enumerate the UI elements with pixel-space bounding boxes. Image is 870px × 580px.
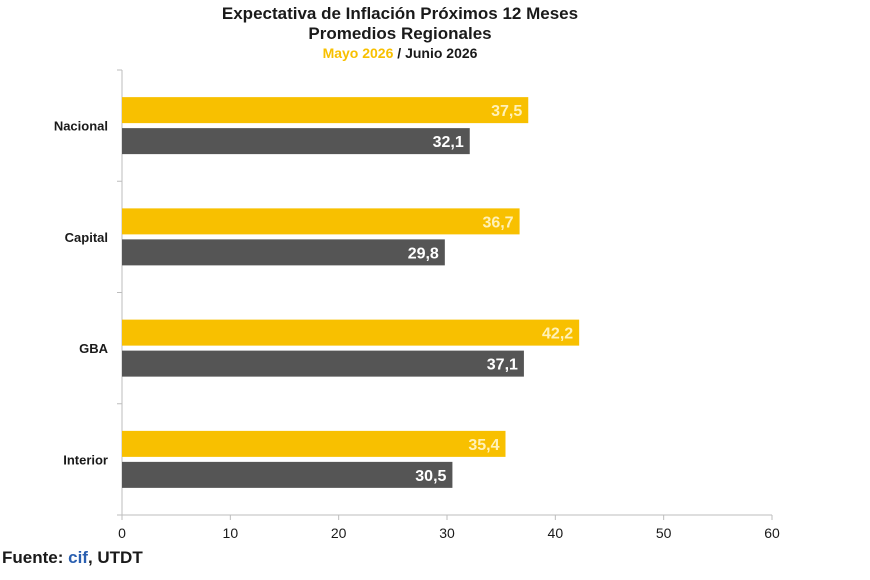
bar <box>122 430 506 457</box>
data-label: 30,5 <box>415 468 446 485</box>
legend-series-2: Junio 2026 <box>405 45 478 61</box>
chart-subtitle: Promedios Regionales <box>308 24 492 43</box>
x-tick-label: 50 <box>656 525 672 541</box>
source-prefix: Fuente: <box>2 548 69 567</box>
legend-separator: / <box>397 45 402 61</box>
bar <box>122 128 470 155</box>
bar <box>122 239 445 266</box>
chart-titles: Expectativa de Inflación Próximos 12 Mes… <box>0 4 800 62</box>
category-label: Nacional <box>54 119 108 134</box>
data-label: 42,2 <box>542 326 573 343</box>
bar <box>122 350 524 377</box>
x-tick-label: 30 <box>439 525 455 541</box>
data-label: 35,4 <box>468 437 499 454</box>
data-label: 36,7 <box>482 214 513 231</box>
data-label: 37,1 <box>487 357 518 374</box>
category-label: GBA <box>79 341 109 356</box>
x-tick-label: 60 <box>764 525 780 541</box>
x-tick-label: 0 <box>118 525 126 541</box>
x-tick-label: 10 <box>223 525 239 541</box>
bar <box>122 208 520 235</box>
source-brand: cif <box>68 548 88 567</box>
bar <box>122 319 580 346</box>
x-tick-label: 40 <box>548 525 564 541</box>
x-tick-label: 20 <box>331 525 347 541</box>
legend-series-1: Mayo 2026 <box>322 45 394 61</box>
source-footer: Fuente: cif, UTDT <box>2 548 143 568</box>
chart-title: Expectativa de Inflación Próximos 12 Mes… <box>221 4 579 23</box>
bar <box>122 461 453 488</box>
data-label: 32,1 <box>433 134 464 151</box>
bar <box>122 97 529 124</box>
legend: Mayo 2026 / Junio 2026 <box>0 44 800 62</box>
data-label: 29,8 <box>408 245 439 262</box>
category-label: Capital <box>65 230 108 245</box>
source-suffix: , UTDT <box>87 548 143 567</box>
category-label: Interior <box>63 452 108 467</box>
data-label: 37,5 <box>491 103 522 120</box>
